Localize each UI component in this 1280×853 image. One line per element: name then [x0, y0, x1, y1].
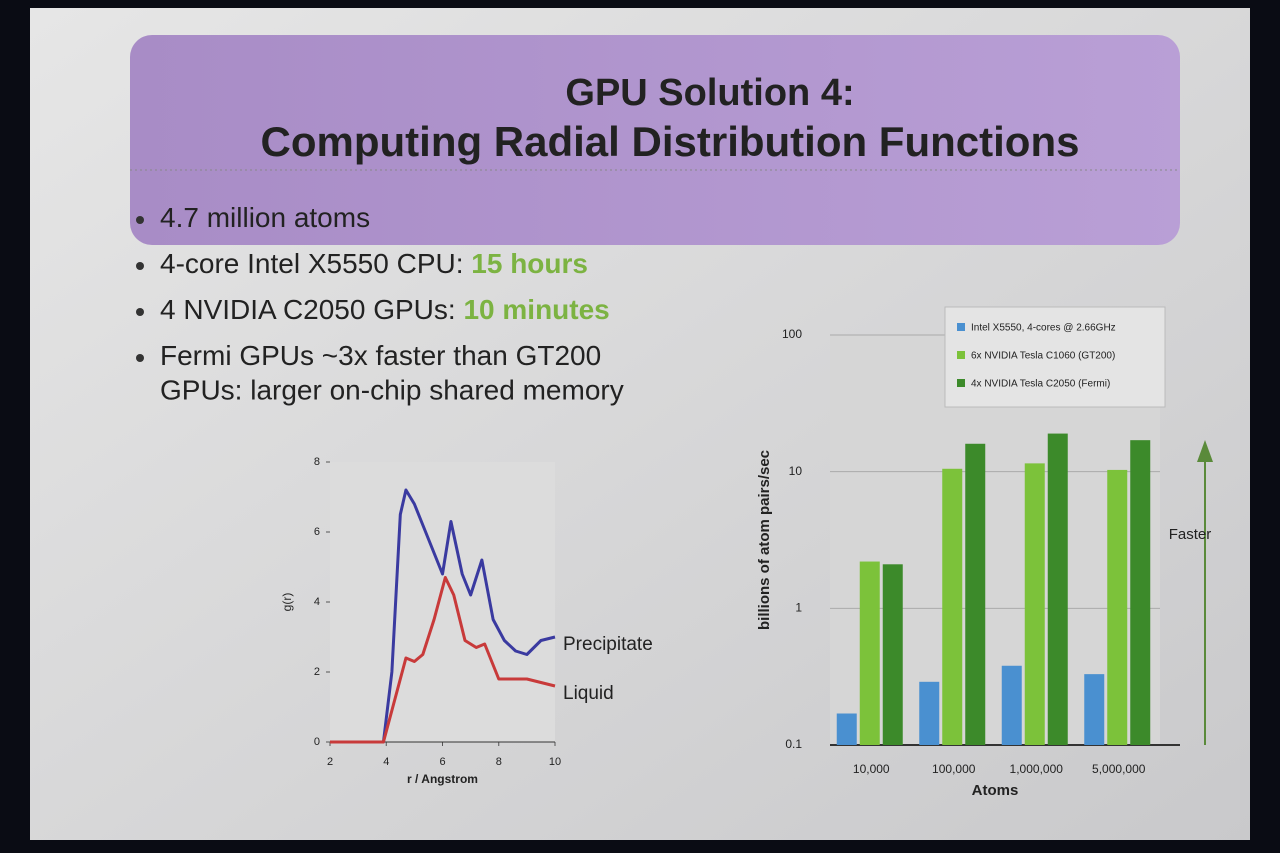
title-band — [130, 35, 1180, 245]
legend-label: 6x NVIDIA Tesla C1060 (GT200) — [971, 351, 1115, 362]
bar — [965, 443, 986, 745]
bar — [1024, 463, 1045, 745]
y-tick-label: 0 — [314, 736, 320, 748]
y-tick-label: 6 — [314, 526, 320, 538]
y-tick-label: 100 — [782, 327, 802, 341]
bar — [1047, 433, 1068, 745]
line — [330, 488, 556, 744]
legend-label: 4x NVIDIA Tesla C2050 (Fermi) — [971, 379, 1110, 390]
series-label: Liquid — [563, 683, 614, 704]
bullet-main: 4-core Intel X5550 CPU: — [160, 248, 471, 279]
bullet-dot — [136, 262, 144, 270]
x-tick-label: 1,000,000 — [1010, 762, 1064, 776]
line — [330, 576, 556, 744]
bar — [836, 713, 857, 745]
bar — [919, 681, 940, 745]
bullet-text: GPUs: larger on-chip shared memory — [160, 374, 624, 405]
title-line: Computing Radial Distribution Functions — [261, 118, 1080, 165]
y-tick-label: 1 — [795, 601, 802, 615]
legend-swatch — [957, 351, 965, 359]
x-tick-label: 10 — [549, 756, 561, 768]
bullet-text: Fermi GPUs ~3x faster than GT200 — [160, 340, 601, 371]
bullet-text: 4 NVIDIA C2050 GPUs: 10 minutes — [160, 294, 610, 325]
x-tick-label: 6 — [439, 756, 445, 768]
plot-area — [330, 462, 555, 742]
x-tick-label: 100,000 — [932, 762, 976, 776]
x-tick-label: 8 — [496, 756, 502, 768]
y-tick-label: 10 — [789, 464, 803, 478]
y-tick-label: 2 — [314, 666, 320, 678]
legend-swatch — [957, 323, 965, 331]
y-tick-label: 0.1 — [785, 737, 802, 751]
bar — [1107, 469, 1128, 745]
bullet-text: 4-core Intel X5550 CPU: 15 hours — [160, 248, 588, 279]
bullet-dot — [136, 308, 144, 316]
x-axis-label: Atoms — [972, 782, 1019, 799]
y-tick-label: 8 — [314, 456, 320, 468]
y-axis-label: billions of atom pairs/sec — [756, 450, 773, 630]
bar — [1084, 674, 1105, 745]
bullet-text: 4.7 million atoms — [160, 202, 370, 233]
bar — [942, 468, 963, 745]
bar — [859, 561, 880, 745]
y-tick-label: 4 — [314, 596, 320, 608]
x-axis-label: r / Angstrom — [407, 772, 478, 786]
bar — [1130, 440, 1151, 745]
series-label: Precipitate — [563, 634, 653, 655]
bullet-main: Fermi GPUs ~3x faster than GT200 — [160, 340, 601, 371]
legend-swatch — [957, 379, 965, 387]
legend-box — [944, 306, 1166, 408]
x-tick-label: 5,000,000 — [1092, 762, 1146, 776]
bullet-dot — [136, 216, 144, 224]
x-tick-label: 10,000 — [853, 762, 890, 776]
bullet-main: 4.7 million atoms — [160, 202, 370, 233]
x-tick-label: 2 — [327, 756, 333, 768]
annotation: Faster — [1169, 526, 1212, 543]
bullet-main: 4 NVIDIA C2050 GPUs: — [160, 294, 463, 325]
bullet-dot — [136, 354, 144, 362]
bullet-highlight: 10 minutes — [463, 294, 609, 325]
faster-arrowhead — [1197, 440, 1213, 462]
bullets: 4.7 million atoms 4-core Intel X5550 CPU:… — [136, 202, 624, 405]
y-axis-label: g(r) — [280, 593, 294, 612]
bullet-highlight: 15 hours — [471, 248, 588, 279]
legend-label: Intel X5550, 4-cores @ 2.66GHz — [971, 323, 1116, 334]
bar — [1001, 665, 1022, 745]
bar — [882, 564, 903, 745]
x-tick-label: 4 — [383, 756, 389, 768]
bar-chart: 0.1 1 10 100 10,000 100,000 1,000,000 5,000,000… — [756, 306, 1213, 799]
title-line: GPU Solution 4: — [565, 72, 854, 114]
